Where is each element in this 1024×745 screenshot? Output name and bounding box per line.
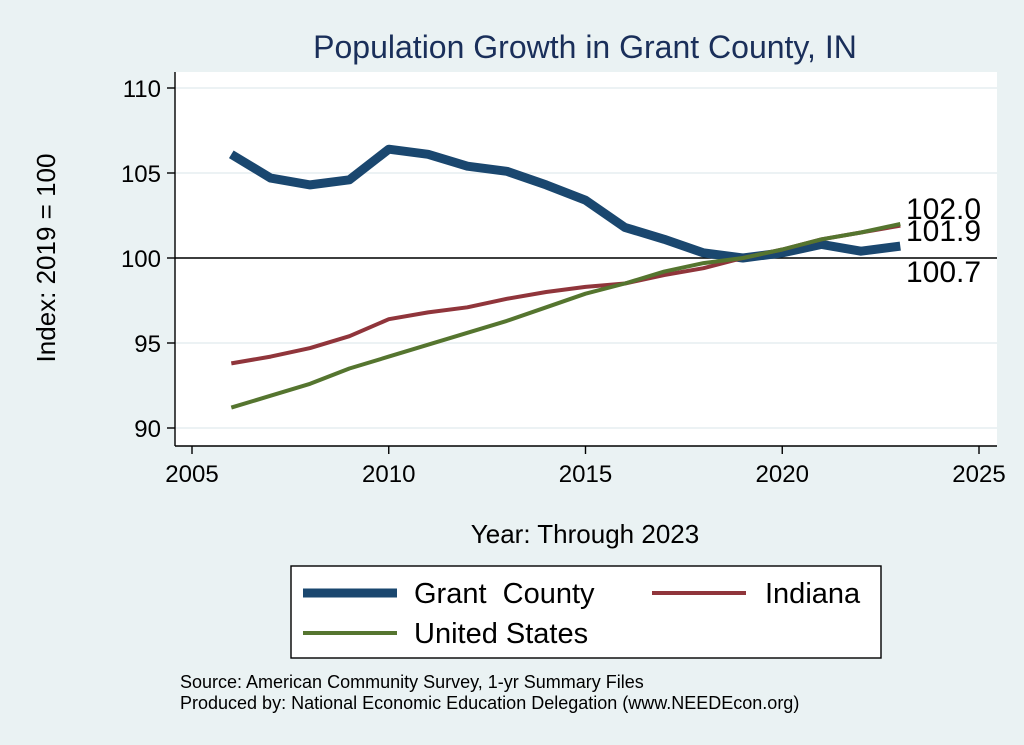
y-tick-label: 105 bbox=[121, 161, 161, 188]
x-tick-label: 2010 bbox=[362, 461, 415, 488]
y-tick-label: 110 bbox=[123, 76, 161, 103]
source-note: Source: American Community Survey, 1-yr … bbox=[180, 672, 644, 692]
series-line-grant-county bbox=[228, 144, 901, 263]
legend-label-united-states: United States bbox=[414, 618, 588, 650]
end-label-united-states: 102.0 bbox=[906, 193, 981, 226]
plot-area bbox=[175, 72, 997, 446]
x-tick-label: 2015 bbox=[559, 461, 612, 488]
chart-title: Population Growth in Grant County, IN bbox=[313, 29, 857, 65]
producer-note: Produced by: National Economic Education… bbox=[180, 693, 799, 713]
end-label-indiana: 101.9 bbox=[906, 215, 981, 248]
y-ticks: 90 95 100 105 110 bbox=[121, 76, 175, 443]
legend: Grant County Indiana United States bbox=[290, 565, 882, 659]
y-tick-label: 100 bbox=[121, 246, 161, 273]
y-tick-label: 90 bbox=[134, 416, 161, 443]
x-axis-title: Year: Through 2023 bbox=[471, 519, 699, 549]
series-line-united-states bbox=[230, 222, 901, 410]
x-tick-label: 2020 bbox=[756, 461, 809, 488]
series-lines bbox=[228, 144, 901, 410]
end-label-grant-county: 100.7 bbox=[906, 256, 981, 289]
x-ticks: 2005 2010 2015 2020 2025 bbox=[165, 446, 1006, 488]
y-axis-title: Index: 2019 = 100 bbox=[31, 154, 61, 363]
x-tick-label: 2025 bbox=[952, 461, 1005, 488]
y-tick-label: 95 bbox=[134, 331, 161, 358]
legend-box bbox=[290, 565, 882, 659]
legend-label-grant-county: Grant County bbox=[414, 578, 595, 610]
x-tick-label: 2005 bbox=[165, 461, 218, 488]
legend-label-indiana: Indiana bbox=[765, 578, 861, 610]
